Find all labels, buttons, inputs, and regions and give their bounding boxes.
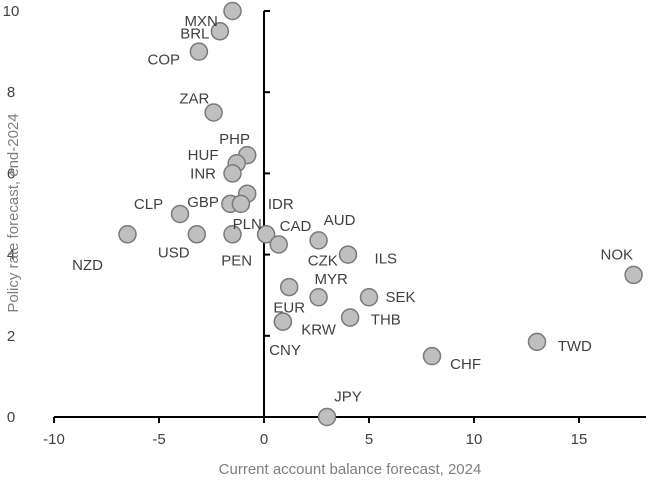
point-label-cny: CNY — [269, 342, 301, 359]
point-label-cop: COP — [147, 52, 180, 69]
x-axis-label: Current account balance forecast, 2024 — [219, 461, 482, 478]
data-point-myr — [279, 277, 299, 297]
x-tick-label: 5 — [365, 431, 373, 448]
point-label-gbp: GBP — [187, 194, 219, 211]
data-point-thb — [340, 308, 360, 327]
data-point-twd — [527, 332, 547, 352]
data-point-cad — [256, 225, 276, 244]
x-tick-label: -10 — [43, 431, 65, 448]
data-point-czk — [269, 235, 288, 254]
data-point-cny — [273, 312, 293, 331]
point-label-twd: TWD — [558, 338, 592, 355]
point-label-php: PHP — [219, 131, 250, 148]
data-point-nzd — [118, 225, 137, 244]
point-label-usd: USD — [158, 245, 190, 262]
data-point-aud — [309, 231, 328, 250]
point-label-inr: INR — [190, 165, 216, 182]
data-point-inr — [223, 164, 242, 183]
point-label-cad: CAD — [280, 218, 312, 235]
x-tick-label: 10 — [466, 431, 483, 448]
y-tick-label: 8 — [7, 84, 15, 101]
x-tick-label: -5 — [152, 431, 165, 448]
point-label-czk: CZK — [308, 253, 338, 270]
axes — [53, 10, 646, 423]
data-point-pln — [231, 194, 251, 214]
data-point-clp — [170, 204, 190, 224]
point-label-eur: EUR — [273, 299, 305, 316]
point-label-sek: SEK — [385, 289, 415, 306]
data-point-cop — [189, 42, 209, 61]
point-label-clp: CLP — [134, 196, 163, 213]
data-point-zar — [204, 103, 223, 122]
tick-labels: -10 -5 0 5 10 15 0 2 4 6 8 10 — [3, 3, 588, 448]
data-point-usd — [187, 225, 207, 244]
x-tick-label: 15 — [571, 431, 588, 448]
point-label-krw: KRW — [301, 322, 337, 339]
data-point-jpy — [317, 407, 337, 427]
y-tick-label: 0 — [7, 409, 15, 426]
data-points — [118, 1, 643, 427]
point-label-brl: BRL — [180, 25, 209, 42]
data-point-mxn — [223, 1, 242, 21]
point-label-nzd: NZD — [72, 257, 103, 274]
point-label-huf: HUF — [188, 147, 219, 164]
x-tick-label: 0 — [260, 431, 268, 448]
data-point-eur — [309, 287, 328, 307]
y-tick-label: 2 — [7, 328, 15, 345]
point-label-jpy: JPY — [334, 389, 362, 406]
y-axis-label: Policy rate forecast, end-2024 — [5, 113, 22, 312]
point-label-thb: THB — [371, 312, 401, 329]
y-tick-label: 10 — [3, 3, 20, 20]
point-label-chf: CHF — [450, 356, 481, 373]
data-point-nok — [624, 265, 643, 285]
y-tick-label: 6 — [7, 165, 15, 182]
point-label-myr: MYR — [315, 271, 349, 288]
data-point-sek — [359, 287, 379, 307]
point-label-idr: IDR — [268, 196, 294, 213]
point-label-ils: ILS — [375, 251, 398, 268]
y-tick-label: 4 — [7, 247, 15, 264]
point-label-zar: ZAR — [179, 90, 209, 107]
point-label-pen: PEN — [221, 253, 252, 270]
point-label-mxn: MXN — [184, 13, 217, 30]
data-point-brl — [210, 22, 230, 41]
point-label-pln: PLN — [233, 216, 262, 233]
data-point-chf — [422, 346, 442, 366]
data-point-pen — [223, 225, 242, 244]
point-label-aud: AUD — [324, 212, 356, 229]
data-point-ils — [338, 245, 358, 264]
point-label-nok: NOK — [601, 247, 634, 264]
